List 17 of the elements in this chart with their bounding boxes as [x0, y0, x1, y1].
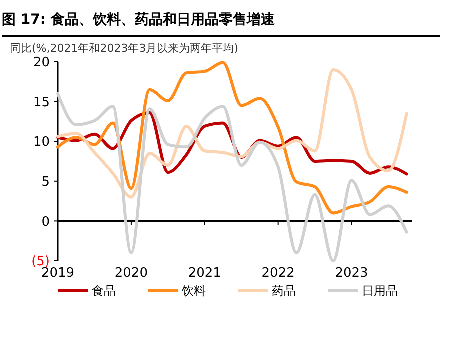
legend-label: 药品	[272, 284, 296, 298]
x-tick-label: 2023	[335, 266, 368, 281]
legend-label: 食品	[92, 284, 116, 298]
x-tick-label: 2019	[41, 266, 75, 281]
y-tick-label: 0	[42, 214, 50, 230]
y-tick-label: 15	[33, 95, 50, 110]
y-axis-title: 同比(%,2021年和2023年3月以来为两年平均)	[10, 42, 239, 55]
x-tick-label: 2022	[262, 266, 295, 281]
x-tick-label: 2020	[114, 266, 148, 281]
y-tick-label: 10	[33, 135, 50, 150]
chart-title: 图 17: 食品、饮料、药品和日用品零售增速	[2, 12, 276, 28]
legend-label: 饮料	[181, 284, 206, 298]
y-tick-label: 20	[33, 56, 50, 71]
line-series	[56, 92, 408, 262]
legend-label: 日用品	[362, 284, 398, 298]
y-tick-label: 5	[42, 174, 50, 190]
x-tick-label: 2021	[188, 266, 222, 281]
